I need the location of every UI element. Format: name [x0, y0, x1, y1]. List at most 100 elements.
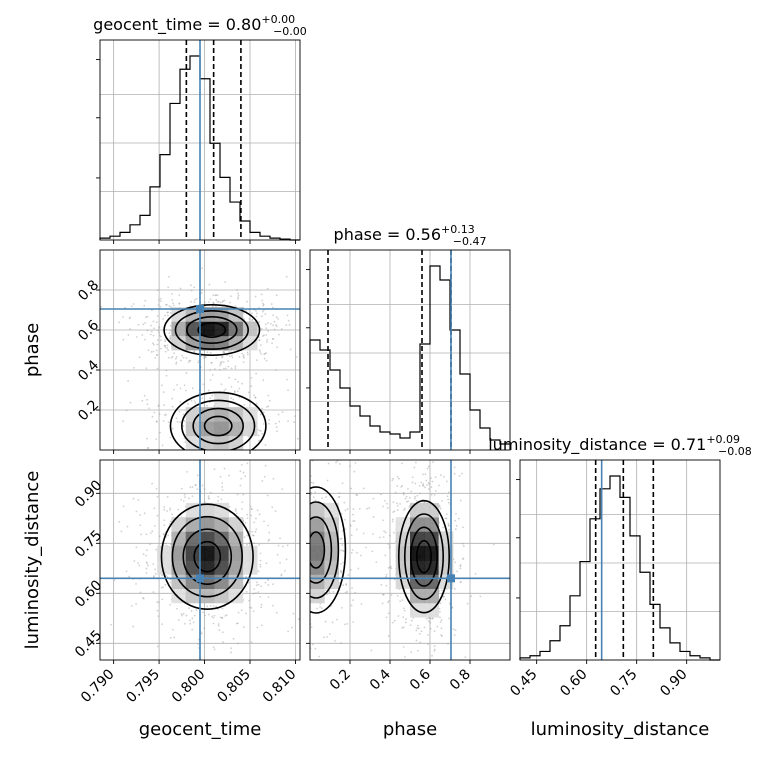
- sample-point: [420, 481, 423, 484]
- sample-point: [218, 629, 221, 631]
- sample-point: [194, 484, 197, 487]
- sample-point: [196, 488, 199, 491]
- sample-point: [242, 354, 245, 356]
- contour-line: [203, 415, 233, 437]
- sample-point: [385, 573, 388, 576]
- sample-point: [345, 583, 348, 586]
- sample-point: [418, 485, 421, 487]
- sample-point: [221, 356, 224, 358]
- sample-point: [424, 486, 426, 489]
- sample-point: [344, 591, 347, 594]
- sample-point: [290, 626, 293, 629]
- sample-point: [352, 513, 354, 516]
- sample-point: [152, 320, 155, 323]
- sample-point: [225, 367, 227, 370]
- sample-point: [261, 310, 264, 313]
- sample-point: [212, 622, 215, 625]
- contour-line: [160, 503, 254, 610]
- sample-point: [246, 300, 248, 303]
- sample-point: [272, 477, 275, 480]
- sample-point: [402, 493, 405, 496]
- sample-point: [303, 535, 305, 537]
- sample-point: [464, 656, 467, 659]
- sample-point: [383, 530, 386, 533]
- sample-point: [292, 612, 295, 615]
- x-tick-label: 0.90: [657, 666, 690, 699]
- sample-point: [135, 602, 138, 605]
- sample-point: [193, 301, 196, 304]
- sample-point: [454, 528, 457, 531]
- sample-point: [246, 534, 249, 537]
- sample-point: [438, 610, 441, 613]
- sample-point: [359, 554, 362, 557]
- sample-point: [156, 601, 159, 604]
- sample-point: [204, 355, 207, 358]
- sample-point: [216, 455, 218, 457]
- sample-point: [188, 359, 191, 362]
- sample-point: [161, 623, 164, 626]
- sample-point: [427, 488, 430, 490]
- sample-point: [122, 420, 125, 423]
- sample-point: [285, 617, 287, 619]
- sample-point: [233, 391, 236, 394]
- sample-point: [399, 679, 401, 681]
- sample-point: [244, 521, 247, 524]
- sample-point: [384, 554, 387, 557]
- sample-point: [303, 541, 305, 543]
- sample-point: [214, 294, 217, 297]
- sample-point: [393, 531, 395, 534]
- sample-point: [280, 498, 282, 500]
- sample-point: [331, 621, 334, 624]
- sample-point: [164, 542, 167, 545]
- sample-point: [282, 589, 284, 591]
- sample-point: [292, 525, 294, 527]
- density-cell: [171, 545, 187, 561]
- sample-point: [454, 561, 457, 564]
- sample-point: [312, 482, 315, 484]
- sample-point: [155, 353, 158, 356]
- sample-point: [197, 361, 200, 364]
- sample-point: [408, 506, 411, 508]
- sample-point: [387, 612, 390, 615]
- sample-point: [228, 474, 231, 477]
- sample-point: [265, 359, 268, 362]
- sample-point: [341, 549, 344, 552]
- sample-point: [250, 457, 252, 459]
- sample-point: [249, 505, 252, 508]
- sample-point: [243, 536, 246, 539]
- x-tick-label: 0.60: [557, 666, 590, 699]
- sample-point: [257, 583, 260, 586]
- sample-point: [284, 545, 286, 547]
- sample-point: [252, 592, 255, 595]
- sample-point: [263, 557, 265, 559]
- sample-point: [439, 602, 442, 605]
- sample-point: [255, 581, 258, 584]
- sample-point: [165, 374, 168, 377]
- sample-point: [356, 494, 359, 496]
- sample-point: [260, 624, 263, 627]
- sample-point: [380, 493, 382, 496]
- sample-point: [217, 500, 219, 502]
- sample-point: [385, 575, 388, 578]
- sample-point: [341, 482, 344, 485]
- sample-point: [424, 473, 427, 476]
- sample-point: [303, 515, 305, 517]
- sample-point: [308, 595, 310, 597]
- sample-point: [251, 318, 254, 321]
- sample-point: [265, 334, 268, 336]
- sample-point: [190, 399, 193, 402]
- sample-point: [372, 497, 375, 500]
- sample-point: [408, 496, 411, 499]
- sample-point: [268, 399, 271, 402]
- sample-point: [237, 454, 239, 456]
- sample-point: [338, 463, 341, 465]
- sample-point: [303, 526, 305, 528]
- sample-point: [383, 500, 386, 502]
- sample-point: [259, 413, 262, 416]
- sample-point: [409, 624, 412, 627]
- sample-point: [166, 344, 169, 347]
- sample-point: [252, 534, 255, 537]
- sample-point: [140, 533, 143, 536]
- sample-point: [204, 501, 206, 504]
- sample-point: [158, 413, 161, 416]
